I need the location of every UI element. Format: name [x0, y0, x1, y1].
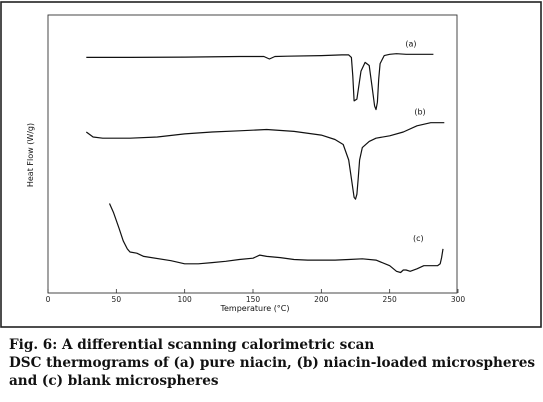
series-line-a	[86, 53, 434, 111]
x-axis: 0 50 100 150 200 250 300	[46, 289, 466, 304]
series-labels: (a) (b) (c)	[405, 39, 425, 243]
x-tick-label: 50	[112, 295, 122, 304]
series-label-a: (a)	[405, 39, 416, 48]
x-tick-label: 250	[383, 295, 398, 304]
x-tick-label: 100	[178, 295, 193, 304]
plot-frame	[47, 14, 458, 294]
x-axis-label: Temperature (°C)	[219, 304, 289, 313]
x-tick-label: 200	[314, 295, 329, 304]
y-axis-label: Heat Flow (W/g)	[26, 123, 35, 187]
series-line-c	[108, 203, 444, 274]
series-line-b	[85, 122, 445, 200]
x-tick-label: 300	[451, 295, 466, 304]
figure-border	[0, 1, 542, 328]
dsc-figure: 0 50 100 150 200 250 300 (a) (b) (c) Heat Flow (…	[0, 1, 542, 328]
series-label-b: (b)	[414, 108, 425, 117]
figure-caption: Fig. 6: A differential scanning calorime…	[9, 336, 539, 390]
series-layer	[85, 53, 445, 274]
caption-text: DSC thermograms of (a) pure niacin, (b) …	[9, 355, 536, 389]
x-tick-label: 150	[246, 295, 261, 304]
caption-prefix: Fig. 6: A differential scanning calorime…	[9, 337, 375, 353]
series-label-c: (c)	[413, 234, 424, 243]
x-tick-label: 0	[46, 295, 51, 304]
